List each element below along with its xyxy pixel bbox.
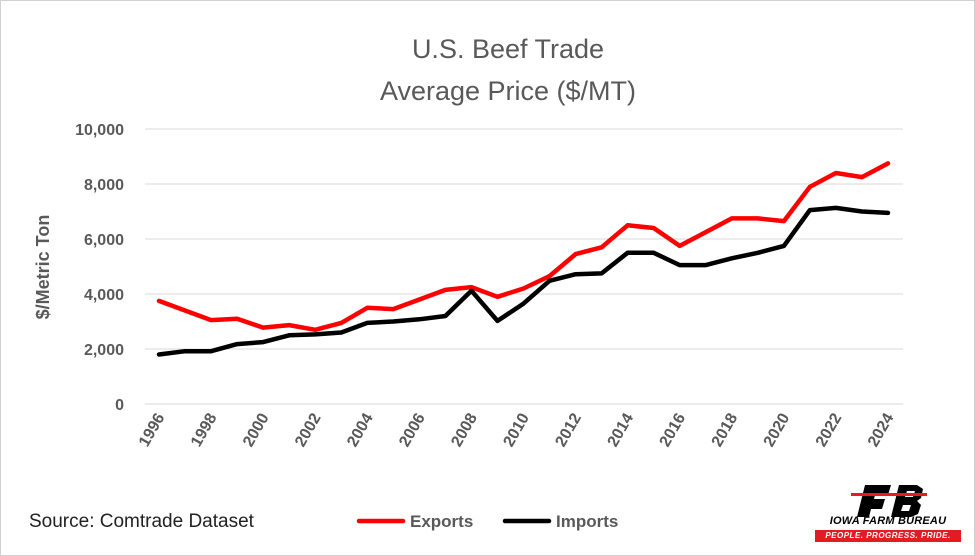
y-axis-label: $/Metric Ton [33,215,53,320]
legend: Exports Imports [356,512,618,531]
y-tick-label: 6,000 [84,232,124,249]
y-tick-label: 0 [115,397,124,414]
y-tick-label: 4,000 [84,287,124,304]
chart-title-line-1: U.S. Beef Trade [412,34,604,64]
y-tick-label: 2,000 [84,342,124,359]
series-line-imports [156,205,891,357]
x-tick-label: 2022 [813,410,846,449]
x-tick-label: 2018 [709,410,742,449]
x-tick-label: 2008 [448,410,481,449]
x-tick-label: 2006 [396,410,429,449]
legend-label-exports: Exports [410,512,473,531]
x-tick-label: 2012 [553,410,586,449]
x-tick-label: 2024 [865,410,898,449]
x-tick-label: 2014 [605,410,638,449]
series-line-exports [156,161,891,333]
legend-label-imports: Imports [556,512,618,531]
source-note: Source: Comtrade Dataset [29,511,254,532]
gridlines [145,128,903,405]
y-tick-label: 10,000 [75,122,124,139]
x-tick-label: 1998 [188,410,221,449]
x-tick-label: 2020 [761,410,794,449]
logo-tagline: PEOPLE. PROGRESS. PRIDE. [815,530,961,542]
chart-title-line-2: Average Price ($/MT) [380,76,636,106]
x-tick-label: 2002 [292,410,325,449]
x-tick-label: 2004 [344,410,377,449]
series-lines [156,161,891,357]
x-tick-label: 2000 [240,410,273,449]
y-tick-label: 8,000 [84,177,124,194]
logo-name: IOWA FARM BUREAU [829,515,947,527]
x-tick-label: 1996 [136,410,169,449]
x-tick-label: 2016 [657,410,690,449]
y-axis-ticks: 0 2,000 4,000 6,000 8,000 10,000 [75,122,124,414]
iowa-farm-bureau-logo: IOWA FARM BUREAU PEOPLE. PROGRESS. PRIDE… [813,481,963,543]
farm-bureau-logo-icon [851,485,927,517]
x-axis-ticks: 1996 1998 2000 2002 2004 2006 2008 2010 2012 2014… [136,410,898,449]
x-tick-label: 2010 [500,410,533,449]
